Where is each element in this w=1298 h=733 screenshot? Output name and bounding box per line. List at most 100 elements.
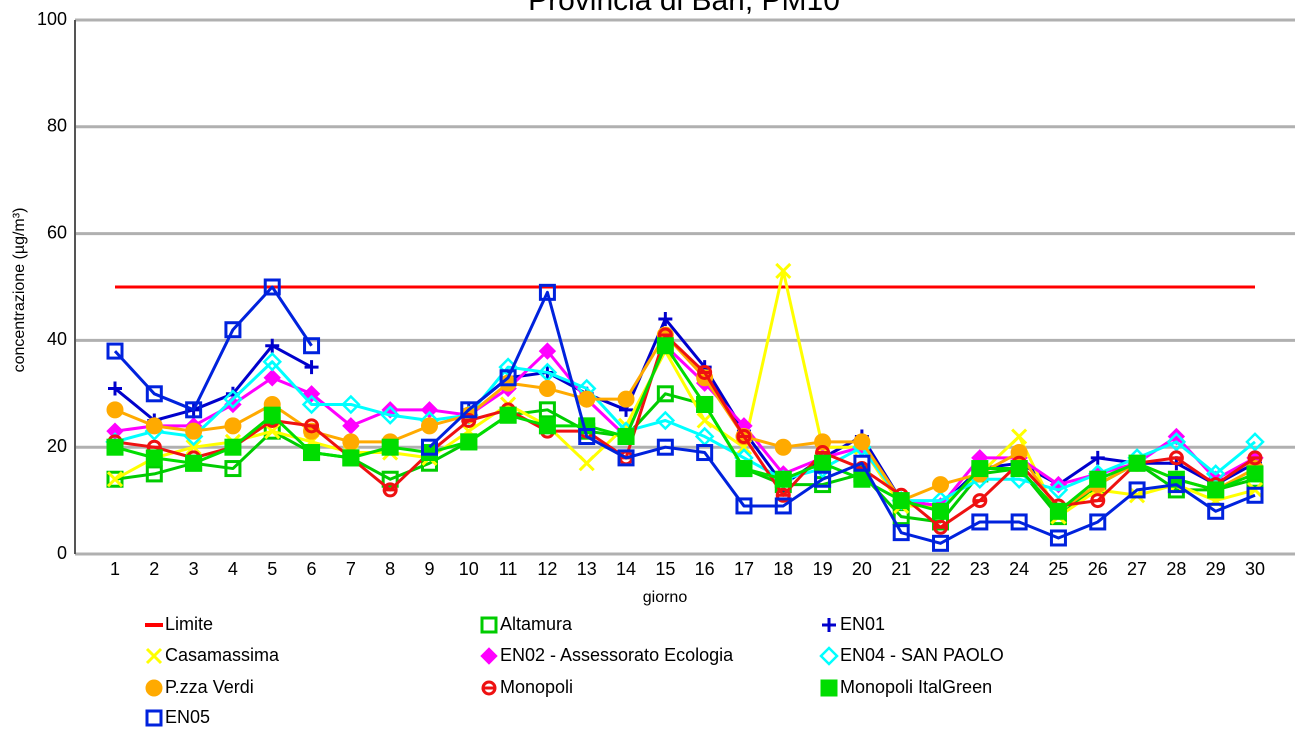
data-point (106, 401, 124, 419)
data-point (380, 405, 400, 425)
x-tick-label: 6 (307, 559, 317, 579)
x-tick-label: 17 (734, 559, 754, 579)
data-point (892, 492, 910, 510)
x-tick-label: 9 (424, 559, 434, 579)
data-point (265, 338, 280, 353)
data-point (538, 379, 556, 397)
legend-label: Monopoli (500, 677, 573, 697)
data-point (304, 360, 319, 375)
data-point (1089, 470, 1107, 488)
data-point (1010, 513, 1028, 531)
data-point (420, 438, 438, 456)
data-point (1207, 502, 1225, 520)
data-point (263, 369, 281, 387)
x-tick-label: 7 (346, 559, 356, 579)
y-tick-label: 80 (47, 116, 67, 136)
data-point (658, 312, 673, 327)
x-tick-label: 15 (655, 559, 675, 579)
data-point (302, 385, 321, 403)
data-point (971, 513, 989, 531)
x-tick-label: 21 (891, 559, 911, 579)
data-point (342, 449, 360, 467)
data-point (735, 460, 753, 478)
data-point (420, 444, 438, 462)
data-point (1246, 481, 1264, 498)
x-tick-label: 10 (459, 559, 479, 579)
data-point (1207, 481, 1225, 499)
data-point (735, 497, 753, 515)
data-point (1246, 465, 1264, 483)
series (108, 312, 1262, 513)
data-point (1048, 480, 1069, 500)
data-point (303, 337, 321, 355)
data-point (696, 412, 713, 429)
data-point (696, 395, 714, 413)
x-tick-label: 13 (577, 559, 597, 579)
data-point (853, 470, 871, 488)
data-point (145, 417, 163, 435)
data-point (420, 401, 439, 419)
x-tick-label: 1 (110, 559, 120, 579)
data-point (932, 534, 950, 552)
data-point (301, 394, 322, 415)
data-point (185, 454, 203, 472)
data-point (185, 439, 202, 456)
data-point (420, 417, 438, 435)
data-point (538, 342, 557, 360)
legend-swatch (820, 679, 838, 697)
data-point (106, 471, 124, 488)
y-tick-label: 40 (47, 329, 67, 349)
legend-swatch (819, 646, 839, 666)
data-point (185, 422, 203, 440)
x-tick-label: 2 (149, 559, 159, 579)
data-point (617, 390, 635, 408)
legend-swatch (481, 680, 497, 696)
data-point (185, 401, 203, 419)
series (107, 327, 1263, 535)
x-tick-label: 29 (1206, 559, 1226, 579)
x-tick-label: 27 (1127, 559, 1147, 579)
data-point (342, 433, 360, 451)
data-point (460, 401, 478, 419)
x-tick-label: 23 (970, 559, 990, 579)
x-tick-label: 18 (773, 559, 793, 579)
data-point (617, 449, 635, 467)
data-point (814, 433, 832, 451)
data-point (341, 394, 361, 415)
data-point (224, 417, 242, 435)
data-point (145, 449, 163, 467)
data-point (578, 428, 596, 446)
legend-label: Monopoli ItalGreen (840, 677, 992, 697)
data-point (696, 444, 714, 462)
legend-swatch (480, 616, 498, 634)
data-point (578, 455, 595, 472)
y-tick-label: 60 (47, 222, 67, 242)
legend-swatch (145, 709, 163, 727)
data-point (1168, 450, 1184, 466)
data-point (656, 385, 674, 403)
data-point (774, 470, 792, 488)
legend-label: EN04 - SAN PAOLO (840, 645, 1004, 665)
data-point (381, 470, 399, 488)
data-point (108, 381, 122, 396)
y-axis-label: concentrazione (µg/m³) (11, 208, 28, 373)
data-point (1089, 513, 1107, 531)
data-point (106, 438, 124, 456)
x-tick-label: 30 (1245, 559, 1265, 579)
data-point (814, 454, 832, 472)
data-point (224, 321, 242, 339)
data-point (303, 444, 321, 462)
y-tick-label: 0 (57, 543, 67, 563)
x-tick-label: 4 (228, 559, 238, 579)
data-point (263, 406, 281, 424)
legend-label: EN02 - Assessorato Ecologia (500, 645, 734, 665)
data-point (460, 433, 478, 451)
x-tick-label: 8 (385, 559, 395, 579)
data-point (304, 418, 320, 434)
data-point (892, 524, 910, 542)
data-point (381, 401, 399, 419)
x-tick-label: 28 (1166, 559, 1186, 579)
data-point (1247, 450, 1263, 466)
x-tick-label: 22 (931, 559, 951, 579)
series (106, 337, 1264, 520)
